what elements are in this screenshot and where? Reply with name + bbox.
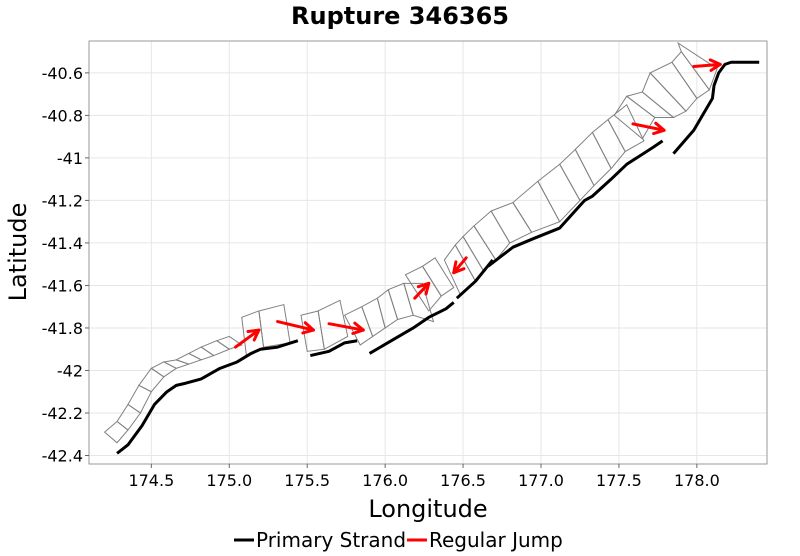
primary-strand-line [368,301,455,355]
x-tick-label: 178.0 [674,471,720,490]
fault-panel [215,335,243,350]
regular-jump-arrow [452,256,468,275]
legend-label-regular-jump: Regular Jump [429,528,563,552]
x-tick-label: 177.0 [518,471,564,490]
x-tick-label: 176.5 [440,471,486,490]
regular-jumps [234,58,722,349]
x-axis-label: Longitude [368,495,487,523]
y-tick-label: -42.2 [42,404,83,423]
primary-strand-line [487,139,664,268]
fault-panel [607,103,645,153]
plot-background [89,41,767,464]
x-tick-label: 175.0 [206,471,252,490]
plot-frame [88,40,768,465]
primary-strand-line [672,60,760,155]
fault-panel [677,41,718,91]
chart-title: Rupture 346365 [291,2,509,30]
regular-jump-arrow [692,58,722,72]
y-axis-ticks: -40.6 -40.8 -41 -41.2 -41.4 -41.6 -41.8 -42 -42.… [42,64,89,465]
fault-panel [317,299,349,350]
fault-panel [403,282,435,323]
regular-jump-arrow [234,328,261,349]
primary-strand-line [455,258,494,300]
regular-jump-arrow [631,121,666,136]
primary-strands [116,60,760,455]
x-axis-ticks: 174.5 175.0 175.5 176.0 176.5 177.0 177.5 178.0 [128,464,720,490]
primary-strand-line [309,339,358,358]
x-tick-label: 174.5 [128,471,174,490]
x-tick-label: 176.0 [362,471,408,490]
y-tick-label: -42.4 [42,446,83,465]
y-tick-label: -41 [57,149,83,168]
y-tick-label: -41.6 [42,276,83,295]
y-tick-label: -40.6 [42,64,83,83]
y-tick-label: -41.8 [42,319,83,338]
y-tick-label: -41.2 [42,191,83,210]
y-tick-label: -42 [57,361,83,380]
y-axis-label: Latitude [4,203,32,302]
primary-strand-line [116,339,299,455]
regular-jump-arrow [327,321,365,336]
legend: Primary Strand Regular Jump [234,528,563,552]
regular-jump-arrow [276,320,315,335]
y-tick-label: -41.4 [42,234,83,253]
fault-panels [103,41,718,444]
regular-jump-arrow [413,281,431,300]
x-tick-label: 175.5 [284,471,330,490]
fault-panel [421,257,455,297]
y-tick-label: -40.8 [42,106,83,125]
legend-label-primary-strand: Primary Strand [256,528,406,552]
x-tick-label: 177.5 [596,471,642,490]
